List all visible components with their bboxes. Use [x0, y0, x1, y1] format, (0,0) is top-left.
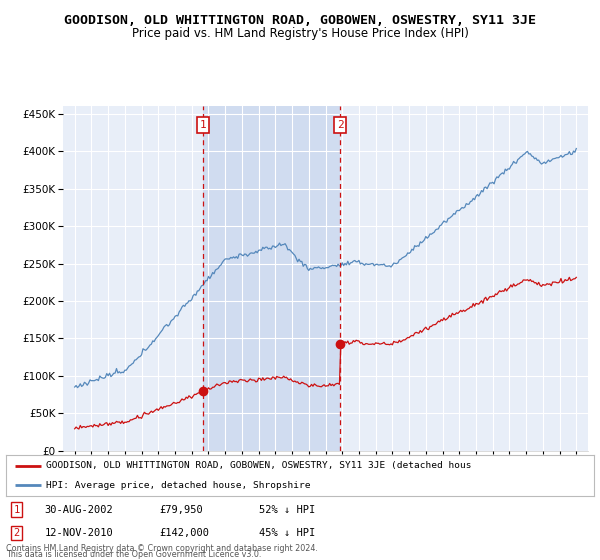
Text: 45% ↓ HPI: 45% ↓ HPI: [259, 528, 315, 538]
Text: 2: 2: [337, 120, 343, 130]
Text: £79,950: £79,950: [159, 505, 203, 515]
Text: 30-AUG-2002: 30-AUG-2002: [44, 505, 113, 515]
Text: GOODISON, OLD WHITTINGTON ROAD, GOBOWEN, OSWESTRY, SY11 3JE (detached hous: GOODISON, OLD WHITTINGTON ROAD, GOBOWEN,…: [46, 461, 472, 470]
Text: This data is licensed under the Open Government Licence v3.0.: This data is licensed under the Open Gov…: [6, 550, 262, 559]
Text: 2: 2: [13, 528, 20, 538]
Text: Price paid vs. HM Land Registry's House Price Index (HPI): Price paid vs. HM Land Registry's House …: [131, 27, 469, 40]
Text: HPI: Average price, detached house, Shropshire: HPI: Average price, detached house, Shro…: [46, 480, 310, 489]
Text: £142,000: £142,000: [159, 528, 209, 538]
Text: 1: 1: [200, 120, 206, 130]
Text: GOODISON, OLD WHITTINGTON ROAD, GOBOWEN, OSWESTRY, SY11 3JE: GOODISON, OLD WHITTINGTON ROAD, GOBOWEN,…: [64, 14, 536, 27]
Text: 12-NOV-2010: 12-NOV-2010: [44, 528, 113, 538]
Text: Contains HM Land Registry data © Crown copyright and database right 2024.: Contains HM Land Registry data © Crown c…: [6, 544, 318, 553]
Text: 52% ↓ HPI: 52% ↓ HPI: [259, 505, 315, 515]
Text: 1: 1: [13, 505, 20, 515]
Bar: [203, 106, 340, 451]
